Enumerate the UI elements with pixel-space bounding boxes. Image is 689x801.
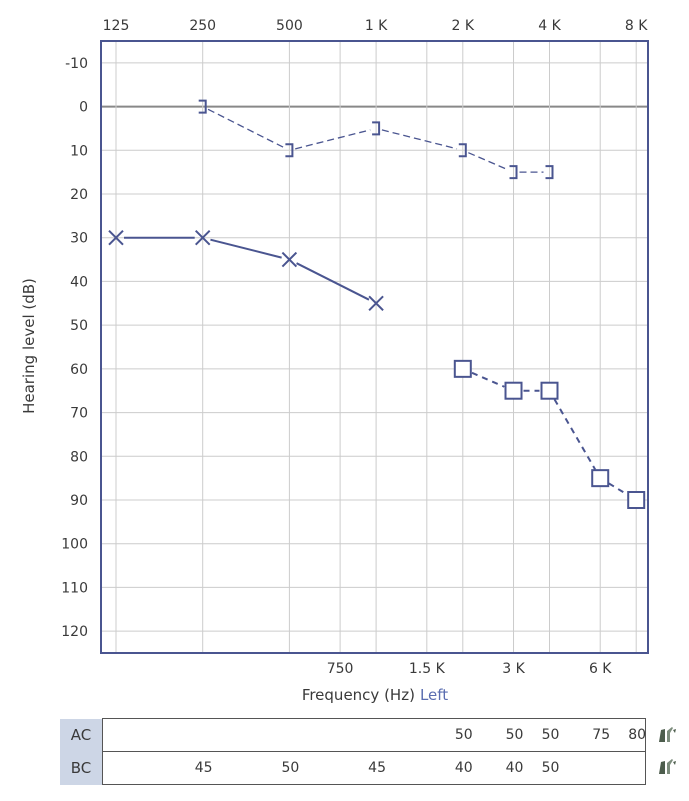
series-layer xyxy=(108,99,646,509)
masking-value: 50 xyxy=(454,727,473,743)
masking-value: 45 xyxy=(194,760,213,776)
y-tick-label: 40 xyxy=(70,274,88,290)
y-tick-label: 50 xyxy=(70,318,88,334)
series-segment xyxy=(295,129,371,150)
series-bc-bracket xyxy=(198,99,554,180)
y-tick-label: 20 xyxy=(70,187,88,203)
data-point xyxy=(545,165,554,180)
data-point xyxy=(281,251,298,268)
y-tick-label: 0 xyxy=(79,100,88,116)
series-segment xyxy=(381,129,458,150)
data-point xyxy=(453,359,472,378)
frame-rect xyxy=(100,40,649,654)
masking-value: 50 xyxy=(505,727,524,743)
x-top-tick-label: 500 xyxy=(276,18,303,34)
y-tick-label: 110 xyxy=(61,580,88,596)
series-segment xyxy=(468,152,509,171)
y-tick-label: 70 xyxy=(70,406,88,422)
masking-headphone-icon[interactable] xyxy=(656,756,678,776)
y-ticks: -10 0 10 20 30 40 50 60 70 80 90 100 110 120 xyxy=(61,56,88,640)
ear-label: Left xyxy=(420,686,448,704)
masking-value: 50 xyxy=(541,727,560,743)
data-point xyxy=(368,295,384,311)
x-top-tick-label: 2 K xyxy=(452,18,475,34)
data-point xyxy=(285,143,294,158)
masking-value: 40 xyxy=(505,760,524,776)
x-axis-label: Frequency (Hz) Left xyxy=(302,686,448,704)
data-point xyxy=(194,230,211,246)
x-top-tick-label: 125 xyxy=(103,18,130,34)
masking-value: 75 xyxy=(592,727,611,743)
series-segment xyxy=(608,482,629,496)
data-point xyxy=(540,381,559,400)
data-point xyxy=(627,491,646,509)
data-point xyxy=(509,165,518,180)
masking-row-bc: BC 45 50 45 40 40 50 xyxy=(60,751,646,785)
x-top-tick-label: 250 xyxy=(189,18,216,34)
x-bottom-tick-label: 1.5 K xyxy=(409,661,446,677)
y-tick-label: 60 xyxy=(70,362,88,378)
series-segment xyxy=(553,398,597,470)
series-ac-square xyxy=(453,359,646,509)
x-top-tick-label: 1 K xyxy=(365,18,388,34)
masking-row-ac: AC 50 50 50 75 80 xyxy=(60,718,647,752)
grid xyxy=(101,41,648,653)
x-bottom-ticks: 750 1.5 K 3 K 6 K xyxy=(327,661,613,677)
masking-value: 50 xyxy=(541,760,560,776)
data-point xyxy=(458,143,467,158)
masking-value: 45 xyxy=(368,760,387,776)
y-axis-label: Hearing level (dB) xyxy=(20,278,38,414)
y-tick-label: 90 xyxy=(70,493,88,509)
y-tick-label: -10 xyxy=(65,56,88,72)
data-point xyxy=(198,99,207,114)
series-ac-x xyxy=(108,230,384,311)
series-segment xyxy=(207,108,285,149)
y-tick-label: 30 xyxy=(70,231,88,247)
masking-table: AC 50 50 50 75 80 BC 45 50 45 40 40 50 xyxy=(60,718,646,785)
plot-frame xyxy=(100,40,649,654)
masking-values-ac: 50 50 50 75 80 xyxy=(102,718,647,752)
masking-row-label: BC xyxy=(60,751,103,785)
y-tick-label: 120 xyxy=(61,624,88,640)
x-top-tick-label: 8 K xyxy=(625,18,648,34)
data-point xyxy=(504,381,523,400)
x-bottom-tick-label: 3 K xyxy=(502,661,525,677)
x-bottom-tick-label: 6 K xyxy=(589,661,612,677)
masking-value: 40 xyxy=(454,760,473,776)
x-top-tick-label: 4 K xyxy=(538,18,561,34)
y-tick-label: 100 xyxy=(61,537,88,553)
data-point xyxy=(591,469,610,488)
masking-value: 80 xyxy=(628,727,647,743)
y-tick-label: 10 xyxy=(70,143,88,159)
masking-value: 50 xyxy=(281,760,300,776)
x-bottom-tick-label: 750 xyxy=(327,661,354,677)
y-tick-label: 80 xyxy=(70,449,88,465)
masking-values-bc: 45 50 45 40 40 50 xyxy=(102,751,646,785)
series-segment xyxy=(210,238,282,259)
series-segment xyxy=(296,262,370,301)
data-point xyxy=(372,121,381,136)
series-segment xyxy=(471,371,505,388)
data-point xyxy=(108,230,124,246)
x-top-ticks: 125 250 500 1 K 2 K 4 K 8 K xyxy=(103,18,649,34)
masking-headphone-icon[interactable] xyxy=(656,724,678,744)
x-axis-title: Frequency (Hz) xyxy=(302,686,415,704)
masking-row-label: AC xyxy=(60,718,103,752)
